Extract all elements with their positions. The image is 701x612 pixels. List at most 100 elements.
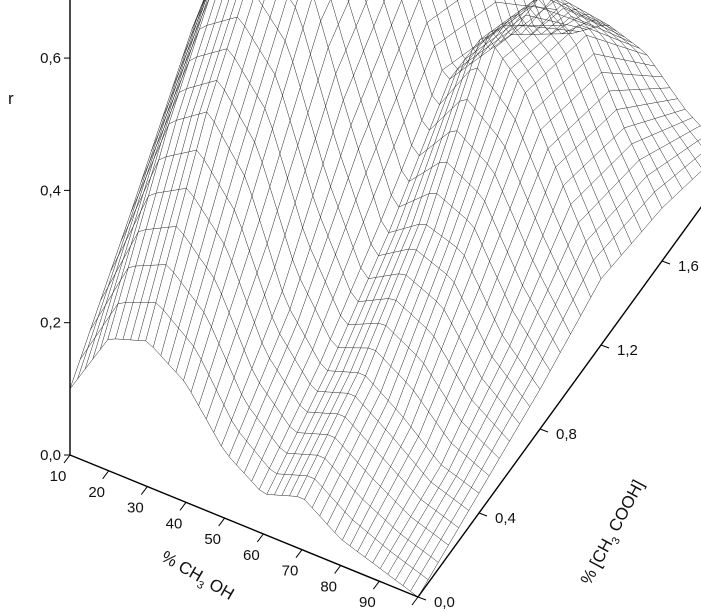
- mesh-line-y: [533, 0, 701, 168]
- mesh-line-x: [221, 0, 385, 447]
- x-tick-mark: [140, 486, 148, 495]
- mesh-line-y: [401, 0, 592, 298]
- mesh-line-y: [140, 80, 490, 476]
- mesh-line-x: [258, 25, 565, 490]
- mesh-line-y: [130, 111, 480, 494]
- y-tick-mark: [539, 428, 549, 433]
- chart-tick-labels: 1020304050607080901000,00,40,81,21,62,00…: [40, 50, 699, 612]
- z-tick-label: 0,2: [40, 315, 61, 332]
- x-axis-line: [69, 454, 419, 598]
- mesh-line-x: [342, 34, 648, 541]
- y-tick-mark: [478, 512, 488, 517]
- x-tick-mark: [179, 502, 187, 511]
- mesh-line-y: [494, 0, 663, 209]
- mesh-line-x: [84, 0, 205, 370]
- mesh-line-y: [181, 0, 530, 407]
- mesh-line-x: [92, 0, 206, 360]
- mesh-line-y: [151, 48, 500, 459]
- y-tick-label: 0,0: [434, 594, 455, 611]
- x-tick-label: 60: [243, 547, 260, 564]
- mesh-line-y: [444, 0, 622, 256]
- y-tick-label: 0,8: [556, 426, 577, 443]
- mesh-line-x: [274, 24, 580, 496]
- y-axis-label: % [CH3 COOH]: [577, 477, 652, 590]
- z-tick-label: 0,0: [40, 447, 61, 464]
- mesh-line-y: [191, 0, 541, 390]
- mesh-line-x: [152, 0, 254, 348]
- mesh-line-y: [523, 0, 693, 180]
- mesh-line-x: [334, 24, 640, 533]
- mesh-line-x: [190, 0, 312, 393]
- mesh-line-x: [410, 153, 701, 592]
- mesh-line-y: [432, 0, 612, 268]
- mesh-line-y: [457, 0, 632, 244]
- mesh-line-y: [201, 0, 551, 372]
- mesh-line-y: [79, 302, 429, 580]
- mesh-line-x: [100, 0, 208, 350]
- x-tick-mark: [63, 454, 71, 464]
- mesh-line-x: [183, 0, 298, 381]
- x-tick-label: 70: [282, 563, 299, 580]
- mesh-line-x: [115, 0, 216, 339]
- x-tick-label: 30: [127, 500, 144, 517]
- y-tick-label: 1,6: [678, 258, 699, 275]
- x-tick-mark: [411, 596, 419, 606]
- mesh-line-y: [90, 264, 439, 563]
- mesh-line-y: [504, 0, 673, 199]
- mesh-line-y: [120, 149, 469, 511]
- y-tick-mark: [417, 596, 427, 601]
- x-tick-label: 40: [166, 515, 183, 532]
- mesh-line-y: [347, 0, 561, 353]
- mesh-line-y: [469, 0, 642, 232]
- mesh-line-y: [383, 0, 581, 316]
- mesh-line-x: [364, 87, 671, 558]
- mesh-line-x: [417, 170, 701, 598]
- mesh-line-x: [266, 33, 572, 495]
- x-axis-label: % CH3 OH: [156, 547, 237, 607]
- mesh-line-y: [100, 226, 449, 546]
- z-tick-label: 0,6: [40, 50, 61, 67]
- mesh-line-x: [168, 0, 276, 365]
- mesh-line-x: [77, 0, 205, 380]
- mesh-line-y: [161, 16, 510, 442]
- mesh-line-x: [289, 4, 595, 497]
- mesh-line-x: [251, 1, 557, 482]
- x-tick-mark: [334, 565, 342, 574]
- x-tick-label: 90: [359, 594, 376, 611]
- mesh-line-x: [122, 0, 223, 340]
- mesh-line-x: [69, 0, 206, 389]
- mesh-line-y: [110, 188, 459, 528]
- mesh-line-x: [387, 117, 693, 575]
- x-tick-label: 10: [50, 468, 67, 485]
- surface-mesh: [69, 0, 701, 598]
- y-tick-label: 1,2: [617, 342, 638, 359]
- mesh-line-x: [137, 0, 237, 341]
- chart-axes: [63, 0, 701, 606]
- mesh-line-x: [198, 0, 331, 406]
- x-tick-mark: [256, 533, 264, 543]
- mesh-line-x: [145, 0, 243, 341]
- mesh-line-y: [513, 0, 683, 190]
- x-tick-label: 80: [320, 578, 337, 595]
- mesh-line-x: [395, 125, 701, 581]
- mesh-line-y: [69, 338, 419, 598]
- mesh-line-y: [482, 0, 653, 221]
- mesh-line-y: [551, 0, 701, 127]
- x-tick-label: 20: [88, 484, 105, 501]
- x-tick-mark: [102, 470, 110, 480]
- y-tick-mark: [661, 260, 671, 265]
- x-tick-mark: [218, 517, 226, 527]
- mesh-line-x: [175, 0, 287, 373]
- y-tick-label: 0,4: [495, 510, 516, 527]
- y-axis-line: [417, 206, 701, 598]
- mesh-line-y: [171, 0, 520, 425]
- x-tick-label: 50: [204, 531, 221, 548]
- x-tick-mark: [295, 549, 303, 558]
- mesh-line-y: [419, 0, 602, 279]
- mesh-line-x: [357, 72, 663, 552]
- z-tick-label: 0,4: [40, 182, 61, 199]
- x-tick-mark: [372, 580, 380, 590]
- mesh-line-y: [365, 0, 571, 335]
- x-tick-label: 100: [393, 610, 418, 612]
